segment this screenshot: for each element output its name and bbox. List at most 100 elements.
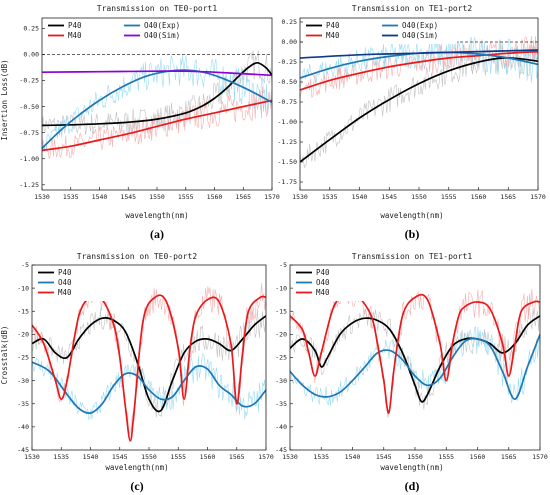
x-tick-label: 1540: [345, 453, 361, 461]
plot-3: 1530 1535 1540 1545 1550 1555 1560 1565 1570 -5 -1…: [275, 261, 548, 461]
data-point-M40: [329, 79, 331, 81]
data-point-O40(Exp): [507, 57, 509, 59]
x-tick-label: 1530: [282, 453, 298, 461]
data-point-P40: [326, 356, 329, 359]
data-point-P40: [78, 338, 80, 340]
data-point-O40: [314, 393, 316, 396]
data-point-P40: [125, 331, 127, 333]
data-point-M40: [98, 139, 101, 141]
data-point-M40: [60, 398, 62, 400]
y-tick-label: -5: [279, 261, 287, 269]
data-point-O40(Exp): [329, 67, 331, 69]
data-point-O40: [439, 377, 441, 379]
data-point-P40: [225, 88, 227, 90]
data-point-P40: [501, 352, 504, 354]
y-tick-label: -25: [17, 354, 29, 362]
data-point-P40: [526, 324, 529, 326]
data-point-M40: [177, 347, 179, 349]
legend-label: O40(Exp): [144, 21, 180, 30]
noise-trace-M40: [300, 35, 538, 100]
data-point-P40: [89, 324, 92, 326]
data-point-P40: [70, 124, 72, 126]
data-point-P40: [127, 121, 129, 123]
x-tick-label: 1560: [470, 453, 486, 461]
data-point-M40: [388, 66, 390, 68]
panel-a-title: Transmission on TE0-port1: [97, 4, 218, 13]
y-tick-label: -5: [21, 261, 29, 269]
y-tick-label: -0.50: [19, 103, 39, 111]
data-point-O40(Exp): [98, 99, 101, 101]
data-point-M40: [236, 403, 238, 405]
x-tick-label: 1535: [63, 193, 79, 201]
data-point-O40: [230, 393, 232, 396]
series-line-O40(Sim): [42, 70, 272, 77]
x-tick-label: 1565: [501, 453, 517, 461]
x-tick-label: 1565: [229, 453, 245, 461]
x-tick-label: 1560: [471, 193, 487, 201]
legend-label: P40: [68, 21, 82, 30]
data-point-P40: [156, 118, 158, 120]
data-point-O40(Exp): [219, 76, 221, 79]
x-tick-label: 1535: [313, 453, 329, 461]
x-tick-label: 1555: [438, 453, 454, 461]
data-point-O40(Sim): [358, 54, 361, 56]
series-line-O40: [32, 361, 266, 415]
data-point-O40(Exp): [75, 116, 78, 118]
x-tick-label: 1540: [352, 193, 368, 201]
data-point-P40: [242, 338, 244, 340]
data-point-M40: [43, 343, 45, 345]
data-point-O40: [195, 366, 197, 368]
data-point-P40: [98, 123, 101, 125]
data-point-M40: [70, 145, 72, 147]
y-tick-label: -25: [275, 354, 287, 362]
data-point-P40: [202, 104, 204, 107]
panel-c-title: Transmission on TE0-port2: [77, 252, 198, 261]
data-point-M40: [507, 52, 509, 54]
data-point-M40: [476, 301, 479, 303]
data-point-O40: [113, 384, 115, 386]
plot-area: [42, 50, 272, 160]
y-tick-label: -15: [17, 307, 29, 315]
panel-a-ylabel: Insertion Loss(dB): [0, 59, 9, 140]
data-point-M40: [230, 343, 232, 345]
panel-b-xlabel: wavelength(nm): [380, 211, 443, 220]
plot-area: [290, 285, 540, 418]
data-point-M40: [308, 352, 310, 354]
y-tick-label: -45: [275, 446, 287, 454]
data-point-O40: [351, 380, 354, 382]
x-tick-label: 1550: [411, 193, 427, 201]
data-point-O40(Exp): [121, 86, 124, 88]
x-tick-label: 1565: [500, 193, 516, 201]
data-point-P40: [265, 67, 267, 69]
y-tick-label: 0.25: [281, 18, 297, 26]
data-point-P40: [54, 352, 57, 354]
data-point-P40: [426, 393, 429, 396]
y-tick-label: -30: [275, 377, 287, 385]
data-point-M40: [448, 57, 450, 59]
data-point-O40: [148, 389, 150, 391]
data-point-O40(Sim): [477, 51, 480, 53]
x-tick-label: 1550: [149, 193, 165, 201]
data-point-P40: [113, 319, 115, 322]
data-point-M40: [259, 296, 261, 298]
data-point-M40: [388, 412, 390, 414]
data-point-O40(Exp): [236, 84, 239, 86]
plot-0: 1530 1535 1540 1545 1550 1555 1560 1565 1570 0.25…: [19, 17, 280, 201]
data-point-O40: [66, 393, 68, 396]
data-point-O40: [451, 356, 454, 359]
data-point-M40: [206, 299, 209, 301]
data-point-P40: [301, 338, 304, 340]
y-tick-label: -20: [17, 331, 29, 339]
legend-label: M40: [58, 288, 72, 297]
y-tick-label: 0.25: [23, 25, 39, 33]
data-point-M40: [458, 315, 460, 317]
data-point-O40: [464, 340, 466, 342]
data-point-P40: [414, 384, 416, 386]
data-point-P40: [376, 319, 379, 322]
y-tick-label: -20: [275, 331, 287, 339]
data-point-M40: [127, 133, 129, 135]
data-point-M40: [185, 118, 187, 120]
legend-label: O40: [58, 278, 72, 287]
data-point-O40: [48, 370, 51, 372]
